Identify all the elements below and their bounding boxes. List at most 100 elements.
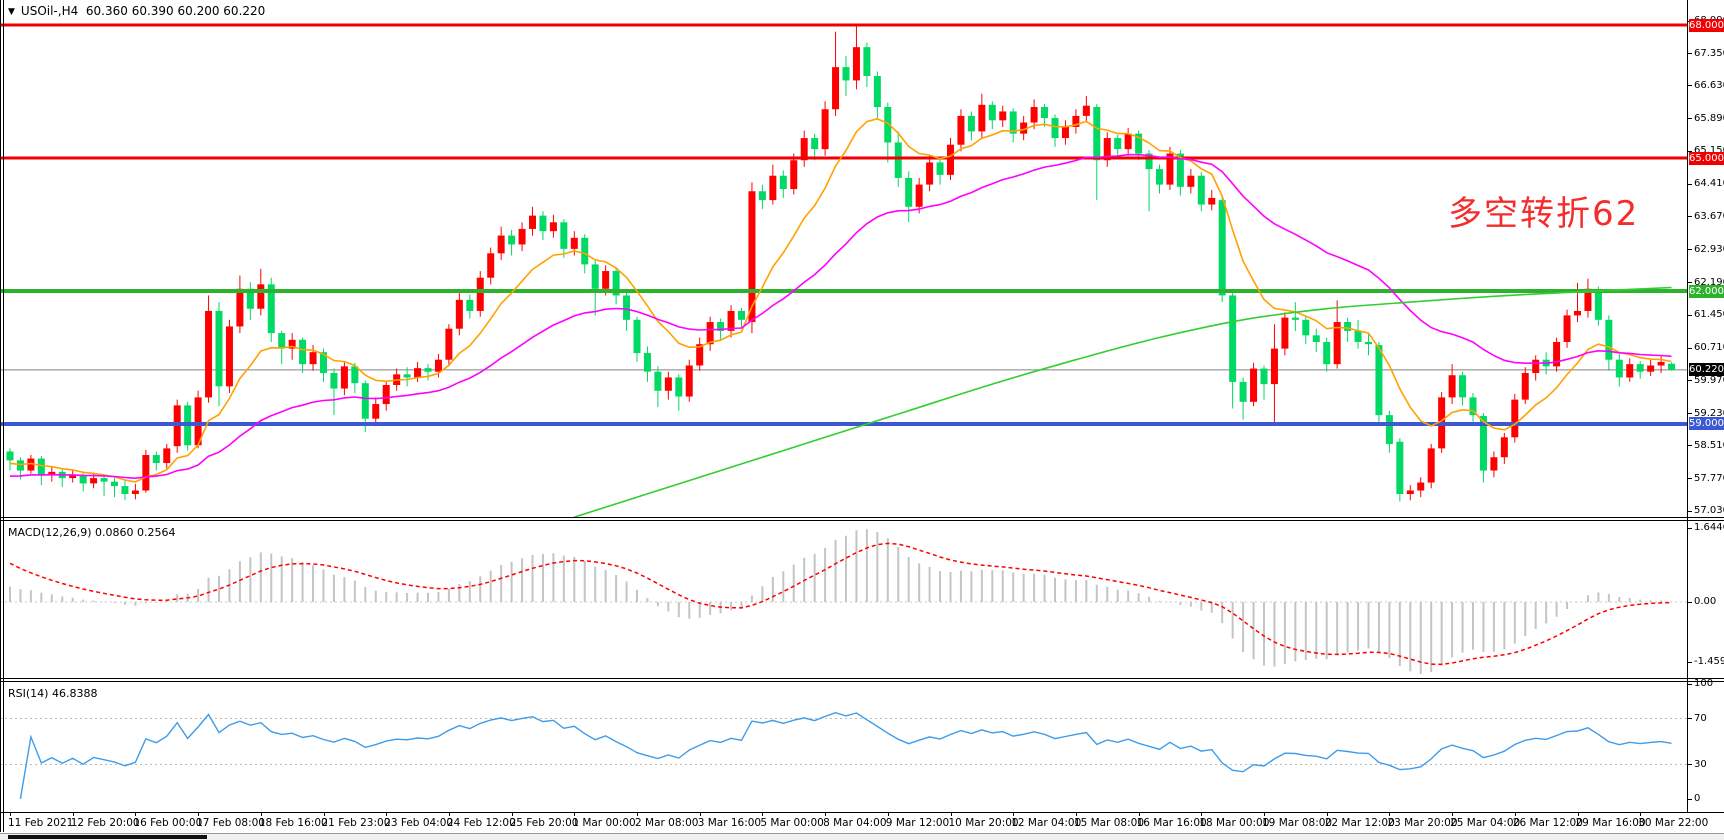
date-tick-label: 26 Mar 12:00 — [1512, 817, 1583, 829]
axis-tick — [1687, 445, 1692, 447]
axis-tick — [1687, 53, 1692, 55]
left-border-inner — [3, 0, 4, 832]
fast-ma-line — [9, 118, 1672, 483]
price-tick-label: 62.190 — [1694, 276, 1724, 288]
date-tick — [260, 812, 262, 816]
panel-separator — [0, 517, 1724, 518]
h-scrollbar-track[interactable] — [0, 834, 1724, 840]
date-tick-label: 16 Mar 16:00 — [1136, 817, 1207, 829]
date-tick-label: 1 Mar 00:00 — [572, 817, 636, 829]
date-tick — [1514, 812, 1516, 816]
rsi-indicator-label: RSI(14) 46.8388 — [8, 687, 98, 700]
axis-tick — [1687, 85, 1692, 87]
date-tick — [323, 812, 325, 816]
dropdown-arrow-icon[interactable]: ▼ — [8, 7, 15, 17]
axis-tick — [1687, 347, 1692, 349]
macd-histogram — [9, 529, 1673, 674]
axis-tick — [1687, 282, 1692, 284]
date-tick-label: 29 Mar 16:00 — [1575, 817, 1646, 829]
rsi-axis-label: 70 — [1694, 712, 1707, 724]
rsi-axis-label: 0 — [1694, 793, 1701, 804]
price-tick-label: 59.970 — [1694, 374, 1724, 386]
symbol-title: ▼ USOil-,H4 60.360 60.390 60.200 60.220 — [8, 4, 265, 18]
price-tick-label: 57.770 — [1694, 472, 1724, 484]
price-tick-label: 62.930 — [1694, 243, 1724, 255]
axis-tick — [1687, 413, 1692, 415]
window-bottom-line — [0, 833, 1724, 834]
date-tick-label: 12 Mar 04:00 — [1011, 817, 1082, 829]
main-chart-canvas[interactable] — [0, 0, 1687, 518]
date-tick — [1138, 812, 1140, 816]
macd-panel-canvas[interactable] — [0, 521, 1687, 677]
price-tick-label: 57.030 — [1694, 505, 1724, 517]
price-tick-label: 63.670 — [1694, 210, 1724, 222]
macd-indicator-label: MACD(12,26,9) 0.0860 0.2564 — [8, 526, 176, 539]
panel-separator — [0, 520, 1724, 521]
date-tick-label: 10 Mar 20:00 — [948, 817, 1019, 829]
axis-tick — [1687, 718, 1692, 719]
date-tick-label: 30 Mar 22:00 — [1638, 817, 1709, 829]
rsi-axis-label: 100 — [1694, 678, 1714, 689]
date-tick-label: 18 Feb 16:00 — [258, 817, 328, 829]
rsi-line — [19, 711, 1672, 800]
ohlc-values-label: 60.360 60.390 60.200 60.220 — [85, 4, 266, 18]
date-tick-label: 23 Mar 20:00 — [1387, 817, 1458, 829]
macd-axis-label: -1.4594 — [1694, 656, 1724, 667]
date-tick — [135, 812, 137, 816]
rsi-axis-label: 30 — [1694, 758, 1707, 770]
date-tick-label: 3 Mar 16:00 — [697, 817, 762, 829]
axis-tick — [1687, 764, 1692, 765]
date-tick-label: 18 Mar 00:00 — [1199, 817, 1270, 829]
date-tick — [448, 812, 450, 816]
date-tick — [887, 812, 889, 816]
date-tick-label: 12 Feb 20:00 — [70, 817, 140, 829]
date-tick-label: 25 Feb 20:00 — [509, 817, 579, 829]
axis-tick — [1687, 183, 1692, 185]
date-tick-label: 24 Feb 12:00 — [446, 817, 516, 829]
axis-tick — [1687, 478, 1692, 480]
price-tick-label: 61.450 — [1694, 309, 1724, 321]
axis-tick — [1687, 601, 1692, 603]
price-level-badge: 59.000 — [1689, 417, 1724, 431]
price-level-badge: 65.000 — [1689, 151, 1724, 165]
price-tick-label: 66.630 — [1694, 79, 1724, 91]
date-tick-label: 25 Mar 04:00 — [1450, 817, 1521, 829]
date-tick — [1577, 812, 1579, 816]
date-tick — [1013, 812, 1015, 816]
axis-tick — [1687, 798, 1692, 800]
date-tick-label: 15 Mar 08:00 — [1073, 817, 1144, 829]
rsi-panel-canvas[interactable] — [0, 682, 1687, 812]
chart-annotation-text[interactable]: 多空转折62 — [1448, 194, 1640, 234]
date-tick-label: 2 Mar 08:00 — [635, 817, 699, 829]
price-level-badge: 62.000 — [1689, 284, 1724, 298]
date-tick — [637, 812, 638, 816]
axis-tick — [1687, 150, 1692, 152]
left-border-outer — [0, 0, 1, 832]
axis-tick — [1687, 661, 1692, 663]
mid-ma-line — [9, 153, 1672, 480]
date-tick — [1389, 812, 1391, 816]
candles — [6, 25, 1676, 502]
date-tick — [1452, 812, 1454, 816]
axis-tick — [1687, 683, 1692, 685]
date-tick — [72, 812, 74, 816]
date-tick-label: 8 Mar 04:00 — [823, 817, 887, 829]
h-scrollbar-thumb[interactable] — [8, 835, 207, 839]
date-tick-label: 17 Feb 08:00 — [196, 817, 265, 829]
price-tick-label: 60.710 — [1694, 342, 1724, 354]
axis-tick — [1687, 314, 1692, 316]
date-tick-label: 22 Mar 12:00 — [1324, 817, 1395, 829]
date-tick-label: 19 Mar 08:00 — [1262, 817, 1333, 829]
price-tick-label: 65.890 — [1694, 112, 1724, 124]
date-tick — [1264, 812, 1265, 816]
date-tick-label: 11 Feb 2021 — [8, 817, 74, 829]
axis-tick — [1687, 216, 1692, 218]
axis-tick — [1687, 510, 1692, 512]
date-tick-label: 23 Feb 04:00 — [384, 817, 454, 829]
axis-tick — [1687, 527, 1692, 529]
current-price-badge: 60.220 — [1689, 363, 1724, 377]
symbol-timeframe-label: USOil-,H4 — [20, 4, 79, 18]
panel-separator — [0, 678, 1724, 679]
date-tick — [825, 812, 827, 816]
